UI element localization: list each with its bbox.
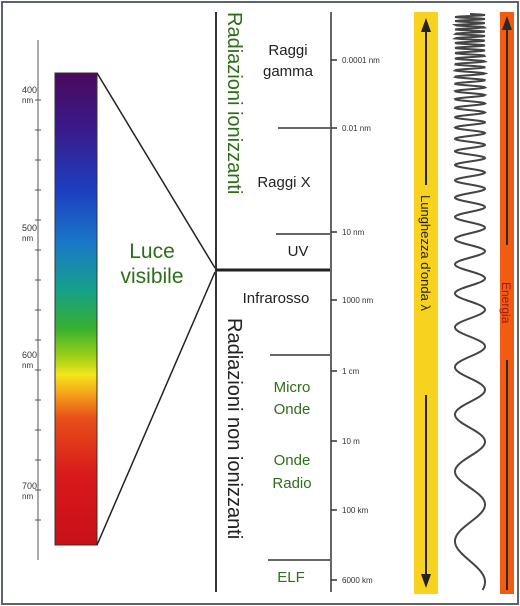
band-xray: Raggi X [257, 174, 310, 191]
energy-bar [500, 12, 514, 594]
band-micro-line2: Onde [274, 401, 311, 418]
nm-tick-400: 400 [22, 85, 37, 95]
nm-unit-500: nm [22, 234, 33, 243]
wavelength-ticks [331, 59, 337, 581]
funnel-bottom-line [96, 271, 216, 546]
nm-tick-600: 600 [22, 350, 37, 360]
scale-100km: 100 km [342, 506, 369, 515]
nm-unit-400: nm [22, 96, 33, 105]
band-infrared: Infrarosso [243, 290, 310, 307]
scale-10m: 10 m [342, 437, 360, 446]
wavelength-label: Lunghezza d'onda λ [418, 195, 433, 311]
wavelength-arrowhead-down [421, 574, 431, 588]
nm-unit-600: nm [22, 361, 33, 370]
scale-10nm: 10 nm [342, 228, 365, 237]
band-uv: UV [288, 243, 309, 260]
scale-0.0001nm: 0.0001 nm [342, 56, 380, 65]
wavelength-arrowhead-up [421, 18, 431, 32]
ionizing-label: Radiazioni ionizzanti [223, 12, 245, 194]
nm-tick-700: 700 [22, 481, 37, 491]
band-radio-line1: Onde [274, 452, 311, 469]
visible-light-line2: visibile [120, 265, 183, 288]
scale-1000nm: 1000 nm [342, 296, 373, 305]
band-gamma-line1: Raggi [268, 42, 307, 59]
funnel-top-line [96, 72, 216, 269]
band-radio-line2: Radio [272, 475, 311, 492]
energy-arrowhead-up [502, 16, 512, 30]
wave-curve [451, 13, 489, 591]
band-micro-line1: Micro [274, 379, 311, 396]
nm-ticks [35, 99, 41, 521]
nm-tick-500: 500 [22, 223, 37, 233]
visible-spectrum-bar [54, 72, 98, 546]
non-ionizing-label: Radiazioni non ionizzanti [223, 318, 245, 539]
nm-unit-700: nm [22, 492, 33, 501]
energy-label: Energia [499, 282, 513, 324]
scale-1cm: 1 cm [342, 367, 360, 376]
band-elf: ELF [277, 569, 305, 586]
scale-6000km: 6000 km [342, 576, 373, 585]
visible-light-line1: Luce [129, 240, 175, 263]
scale-0.01nm: 0.01 nm [342, 124, 371, 133]
band-gamma-line2: gamma [263, 63, 314, 80]
